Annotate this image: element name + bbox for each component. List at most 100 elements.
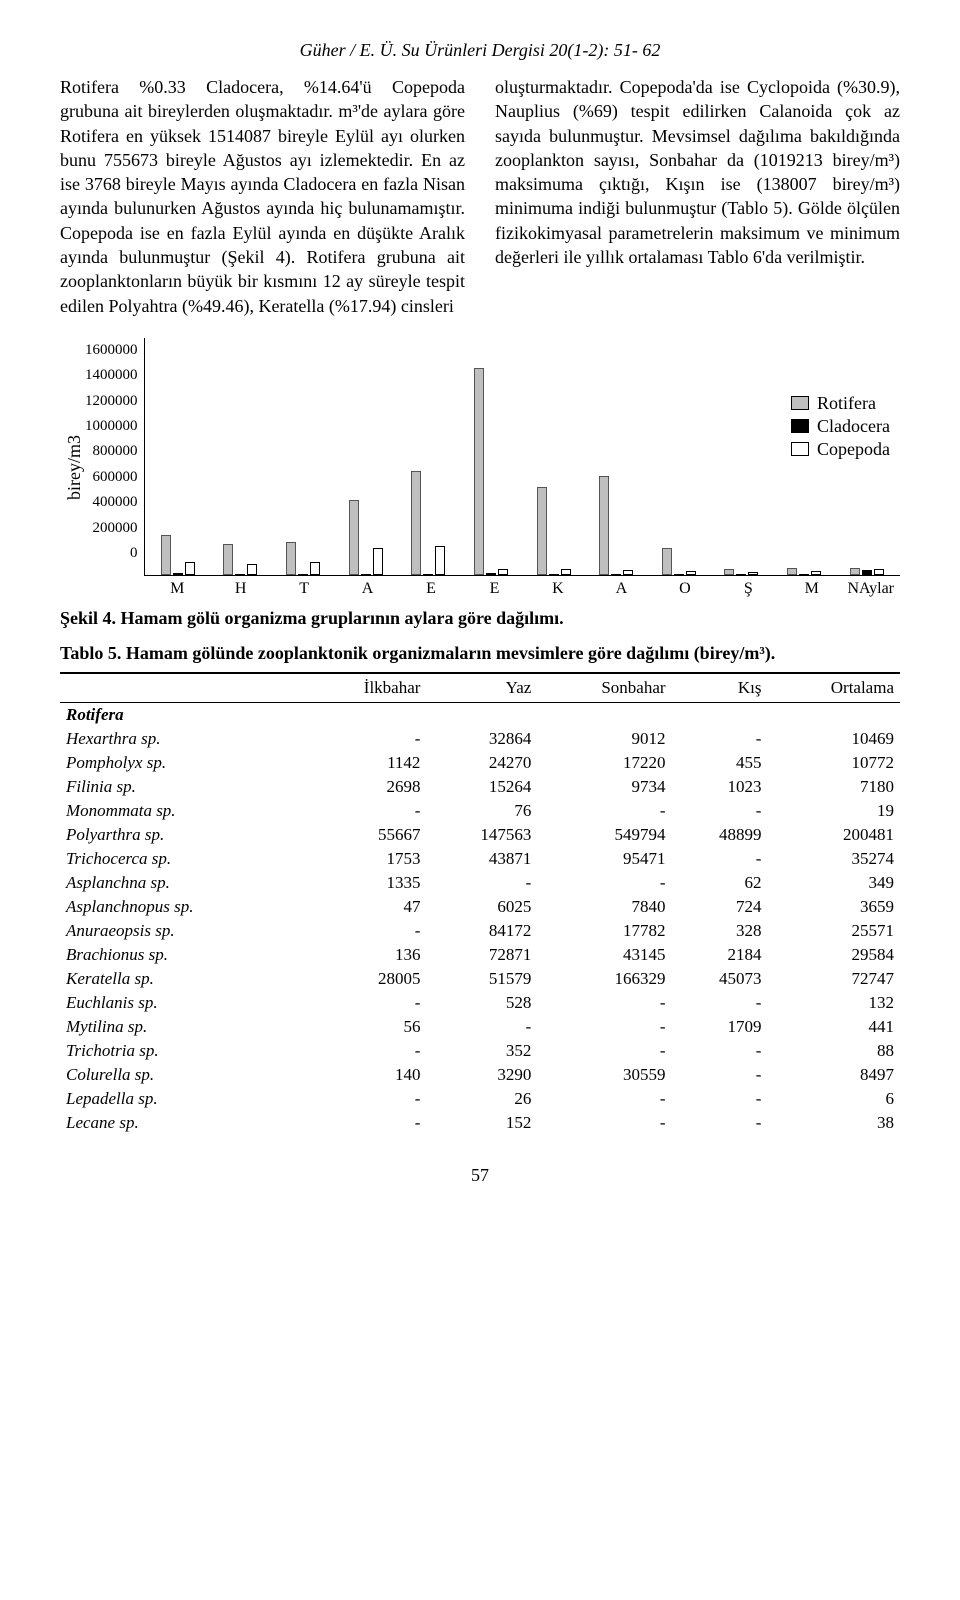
- table-cell: 10772: [767, 751, 900, 775]
- table-cell: Pompholyx sp.: [60, 751, 306, 775]
- table-header-cell: Ortalama: [767, 673, 900, 703]
- table-cell: 3659: [767, 895, 900, 919]
- bar: [549, 574, 559, 575]
- table-row: Asplanchna sp.1335--62349: [60, 871, 900, 895]
- bar: [623, 570, 633, 575]
- table-cell: 7180: [767, 775, 900, 799]
- table-cell: 352: [426, 1039, 537, 1063]
- x-tick: Ş: [721, 580, 776, 598]
- bar: [235, 574, 245, 575]
- table-cell: -: [306, 1111, 427, 1135]
- table-row: Euchlanis sp.-528--132: [60, 991, 900, 1015]
- table-row: Lepadella sp.-26--6: [60, 1087, 900, 1111]
- bar: [247, 564, 257, 575]
- y-axis-ticks: 1600000140000012000001000000800000600000…: [85, 342, 144, 562]
- bar: [674, 574, 684, 575]
- table-header-cell: İlkbahar: [306, 673, 427, 703]
- table-cell: -: [537, 1039, 671, 1063]
- bar-group: [526, 338, 581, 575]
- table-cell: 441: [767, 1015, 900, 1039]
- table-row: Lecane sp.-152--38: [60, 1111, 900, 1135]
- table-cell: 43145: [537, 943, 671, 967]
- table-row: Trichocerca sp.17534387195471-35274: [60, 847, 900, 871]
- bar: [736, 574, 746, 575]
- table-cell: 3290: [426, 1063, 537, 1087]
- table-row: Trichotria sp.-352--88: [60, 1039, 900, 1063]
- table-cell: Hexarthra sp.: [60, 727, 306, 751]
- table-row: Hexarthra sp.-328649012-10469: [60, 727, 900, 751]
- bar: [748, 572, 758, 575]
- table-row: Anuraeopsis sp.-841721778232825571: [60, 919, 900, 943]
- journal-header: Güher / E. Ü. Su Ürünleri Dergisi 20(1-2…: [60, 40, 900, 61]
- bar-group: [401, 338, 456, 575]
- x-tick: NAylar: [847, 580, 894, 598]
- table-cell: 349: [767, 871, 900, 895]
- bar-group: [338, 338, 393, 575]
- table-cell: 48899: [672, 823, 768, 847]
- bar: [537, 487, 547, 575]
- table-cell: -: [537, 1087, 671, 1111]
- left-column: Rotifera %0.33 Cladocera, %14.64'ü Copep…: [60, 75, 465, 318]
- table-cell: 56: [306, 1015, 427, 1039]
- table-cell: 76: [426, 799, 537, 823]
- bar: [361, 574, 371, 575]
- x-tick: M: [784, 580, 839, 598]
- bar: [561, 569, 571, 575]
- bar: [724, 569, 734, 575]
- table-cell: 26: [426, 1087, 537, 1111]
- bar: [161, 535, 171, 575]
- chart-plot-area: [144, 338, 901, 576]
- table-cell: 147563: [426, 823, 537, 847]
- table-cell: -: [672, 1111, 768, 1135]
- table-group-row: Rotifera: [60, 702, 900, 727]
- table-cell: Brachionus sp.: [60, 943, 306, 967]
- table-cell: -: [306, 1039, 427, 1063]
- table-cell: -: [537, 991, 671, 1015]
- table-cell: -: [537, 871, 671, 895]
- table-row: Colurella sp.140329030559-8497: [60, 1063, 900, 1087]
- table-cell: Euchlanis sp.: [60, 991, 306, 1015]
- table-cell: 2698: [306, 775, 427, 799]
- legend-swatch-copepoda: [791, 442, 809, 456]
- table-cell: -: [672, 1039, 768, 1063]
- bar: [435, 546, 445, 575]
- bar: [423, 574, 433, 575]
- table-caption: Tablo 5. Hamam gölünde zooplanktonik org…: [60, 643, 900, 664]
- table-header-cell: Kış: [672, 673, 768, 703]
- table-cell: 72747: [767, 967, 900, 991]
- y-tick: 1400000: [85, 367, 138, 384]
- y-tick: 600000: [93, 469, 138, 486]
- table-cell: Asplanchnopus sp.: [60, 895, 306, 919]
- table-cell: 29584: [767, 943, 900, 967]
- bar: [498, 569, 508, 575]
- bar: [686, 571, 696, 575]
- bar-chart-figure: birey/m3 1600000140000012000001000000800…: [60, 338, 900, 598]
- table-cell: Mytilina sp.: [60, 1015, 306, 1039]
- table-cell: -: [672, 991, 768, 1015]
- table-row: Polyarthra sp.55667147563549794488992004…: [60, 823, 900, 847]
- table-cell: 328: [672, 919, 768, 943]
- table-cell: 1142: [306, 751, 427, 775]
- bar: [599, 476, 609, 575]
- figure-caption: Şekil 4. Hamam gölü organizma gruplarını…: [60, 608, 900, 629]
- table-cell: Anuraeopsis sp.: [60, 919, 306, 943]
- table-cell: 51579: [426, 967, 537, 991]
- bar: [850, 568, 860, 575]
- table-cell: -: [672, 727, 768, 751]
- x-tick: M: [150, 580, 205, 598]
- table-row: Mytilina sp.56--1709441: [60, 1015, 900, 1039]
- table-cell: 8497: [767, 1063, 900, 1087]
- chart-legend: Rotifera Cladocera Copepoda: [791, 393, 890, 462]
- table-cell: 6: [767, 1087, 900, 1111]
- table-cell: 72871: [426, 943, 537, 967]
- x-tick: E: [467, 580, 522, 598]
- y-tick: 1200000: [85, 393, 138, 410]
- table-cell: 166329: [537, 967, 671, 991]
- table-cell: 136: [306, 943, 427, 967]
- bar: [298, 574, 308, 575]
- table-cell: Filinia sp.: [60, 775, 306, 799]
- table-cell: 549794: [537, 823, 671, 847]
- table-cell: 724: [672, 895, 768, 919]
- table-cell: 200481: [767, 823, 900, 847]
- table-cell: 1709: [672, 1015, 768, 1039]
